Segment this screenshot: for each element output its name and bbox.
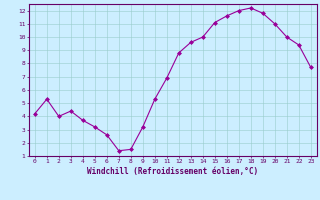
X-axis label: Windchill (Refroidissement éolien,°C): Windchill (Refroidissement éolien,°C) bbox=[87, 167, 258, 176]
